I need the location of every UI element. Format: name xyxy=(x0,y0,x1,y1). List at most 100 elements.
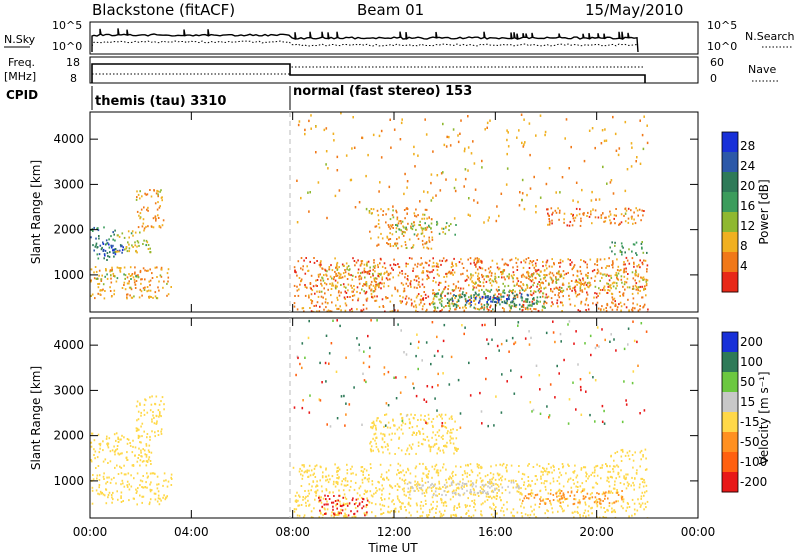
scatter-cell-r3 xyxy=(455,513,457,516)
scatter-cell-r13 xyxy=(562,289,565,292)
scatter-cell-r5 xyxy=(110,274,112,277)
scatter-cell-sparse xyxy=(414,165,416,168)
scatter-cell-r4 xyxy=(325,503,327,506)
scatter-cell-r3 xyxy=(480,492,482,495)
scatter-cell-sparse xyxy=(450,355,453,359)
scatter-cell-r4 xyxy=(362,505,365,508)
scatter-cell-r10 xyxy=(475,292,477,295)
scatter-cell-r3 xyxy=(366,478,369,481)
scatter-cell-r6 xyxy=(515,257,517,260)
scatter-cell-r3 xyxy=(454,473,457,476)
scatter-cell-sparse xyxy=(473,199,475,202)
scatter-cell-r4 xyxy=(348,502,351,505)
scatter-cell-r7 xyxy=(599,498,601,501)
scatter-cell-r6 xyxy=(382,306,385,308)
scatter-cell-r7 xyxy=(344,275,346,278)
scatter-cell-r6 xyxy=(531,300,534,303)
scatter-cell-r6 xyxy=(480,303,483,306)
scatter-cell-r10 xyxy=(514,304,516,307)
scatter-cell-r3 xyxy=(500,509,502,512)
scatter-cell-sparse xyxy=(354,206,357,209)
scatter-cell-r6 xyxy=(515,486,517,489)
velocity-colorbar-tick: 15 xyxy=(740,395,755,409)
scatter-cell-r2 xyxy=(110,494,113,496)
scatter-cell-sparse xyxy=(326,216,328,220)
scatter-cell-r5 xyxy=(372,420,375,423)
scatter-cell-r0 xyxy=(148,456,151,459)
scatter-cell-r7 xyxy=(370,280,373,283)
scatter-cell-sparse xyxy=(437,349,439,353)
scatter-cell-r7 xyxy=(373,290,376,293)
scatter-cell-r6 xyxy=(345,292,348,294)
scatter-cell-sparse xyxy=(500,192,503,195)
scatter-cell-r9 xyxy=(395,224,397,226)
scatter-cell-r15 xyxy=(620,213,623,216)
scatter-cell-r13 xyxy=(586,275,589,278)
scatter-cell-r10 xyxy=(481,288,483,291)
scatter-cell-r6 xyxy=(490,304,492,307)
scatter-cell-r3 xyxy=(396,483,399,486)
scatter-cell-r3 xyxy=(365,491,367,494)
scatter-cell-sparse xyxy=(380,129,383,133)
scatter-cell-r4 xyxy=(150,296,152,298)
scatter-cell-r3 xyxy=(546,509,548,512)
scatter-cell-r3 xyxy=(336,483,339,486)
scatter-cell-r3 xyxy=(157,217,160,219)
scatter-cell-r6 xyxy=(337,291,340,294)
scatter-cell-sparse xyxy=(453,217,456,220)
scatter-cell-r6 xyxy=(463,309,466,312)
scatter-cell-r13 xyxy=(606,282,608,285)
scatter-cell-r6 xyxy=(391,310,394,312)
scatter-cell-r6 xyxy=(344,309,347,312)
scatter-cell-r3 xyxy=(497,485,500,488)
scatter-cell-r3 xyxy=(336,477,338,479)
scatter-cell-sparse xyxy=(520,375,523,379)
scatter-cell-r13 xyxy=(508,273,510,276)
scatter-cell-r6 xyxy=(455,285,457,288)
scatter-cell-r4 xyxy=(139,269,142,272)
scatter-cell-r7 xyxy=(339,275,341,278)
scatter-cell-r13 xyxy=(610,277,613,279)
scatter-cell-r6 xyxy=(578,293,581,296)
scatter-cell-r5 xyxy=(438,413,441,416)
scatter-cell-r6 xyxy=(623,261,625,263)
scatter-cell-sparse xyxy=(378,134,381,138)
scatter-cell-r3 xyxy=(316,489,319,492)
scatter-cell-r4 xyxy=(318,499,321,502)
scatter-cell-r6 xyxy=(300,257,303,259)
scatter-cell-r6 xyxy=(294,269,296,272)
scatter-cell-r3 xyxy=(628,515,630,518)
scatter-cell-r6 xyxy=(351,295,354,297)
scatter-cell-r6 xyxy=(412,267,415,270)
scatter-cell-r3 xyxy=(614,516,617,518)
scatter-cell-sparse xyxy=(589,413,591,417)
scatter-cell-r11 xyxy=(513,302,516,305)
scatter-cell-r3 xyxy=(161,224,164,227)
scatter-cell-r4 xyxy=(129,294,131,297)
scatter-cell-sparse xyxy=(549,383,552,386)
scatter-cell-r3 xyxy=(642,485,645,488)
scatter-cell-r3 xyxy=(162,219,165,222)
scatter-cell-r8 xyxy=(396,216,399,219)
scatter-cell-r0 xyxy=(138,454,140,456)
scatter-cell-r6 xyxy=(389,278,391,281)
scatter-cell-r3 xyxy=(356,492,359,495)
scatter-cell-r3 xyxy=(641,477,644,480)
scatter-cell-r7 xyxy=(336,274,339,277)
scatter-cell-r3 xyxy=(335,513,337,516)
scatter-cell-r2 xyxy=(147,244,150,246)
scatter-cell-r6 xyxy=(313,305,315,307)
scatter-cell-r6 xyxy=(433,265,435,268)
scatter-cell-r3 xyxy=(342,489,345,492)
scatter-cell-r0 xyxy=(145,455,148,458)
scatter-cell-r2 xyxy=(103,472,105,475)
scatter-cell-sparse xyxy=(583,159,586,163)
scatter-cell-r13 xyxy=(527,274,530,277)
scatter-cell-r6 xyxy=(433,292,435,295)
scatter-cell-r6 xyxy=(403,289,406,292)
scatter-cell-r4 xyxy=(365,504,368,506)
velocity-ytick-label: 2000 xyxy=(53,429,84,443)
scatter-cell-r6 xyxy=(594,275,597,278)
scatter-cell-r3 xyxy=(480,503,483,506)
